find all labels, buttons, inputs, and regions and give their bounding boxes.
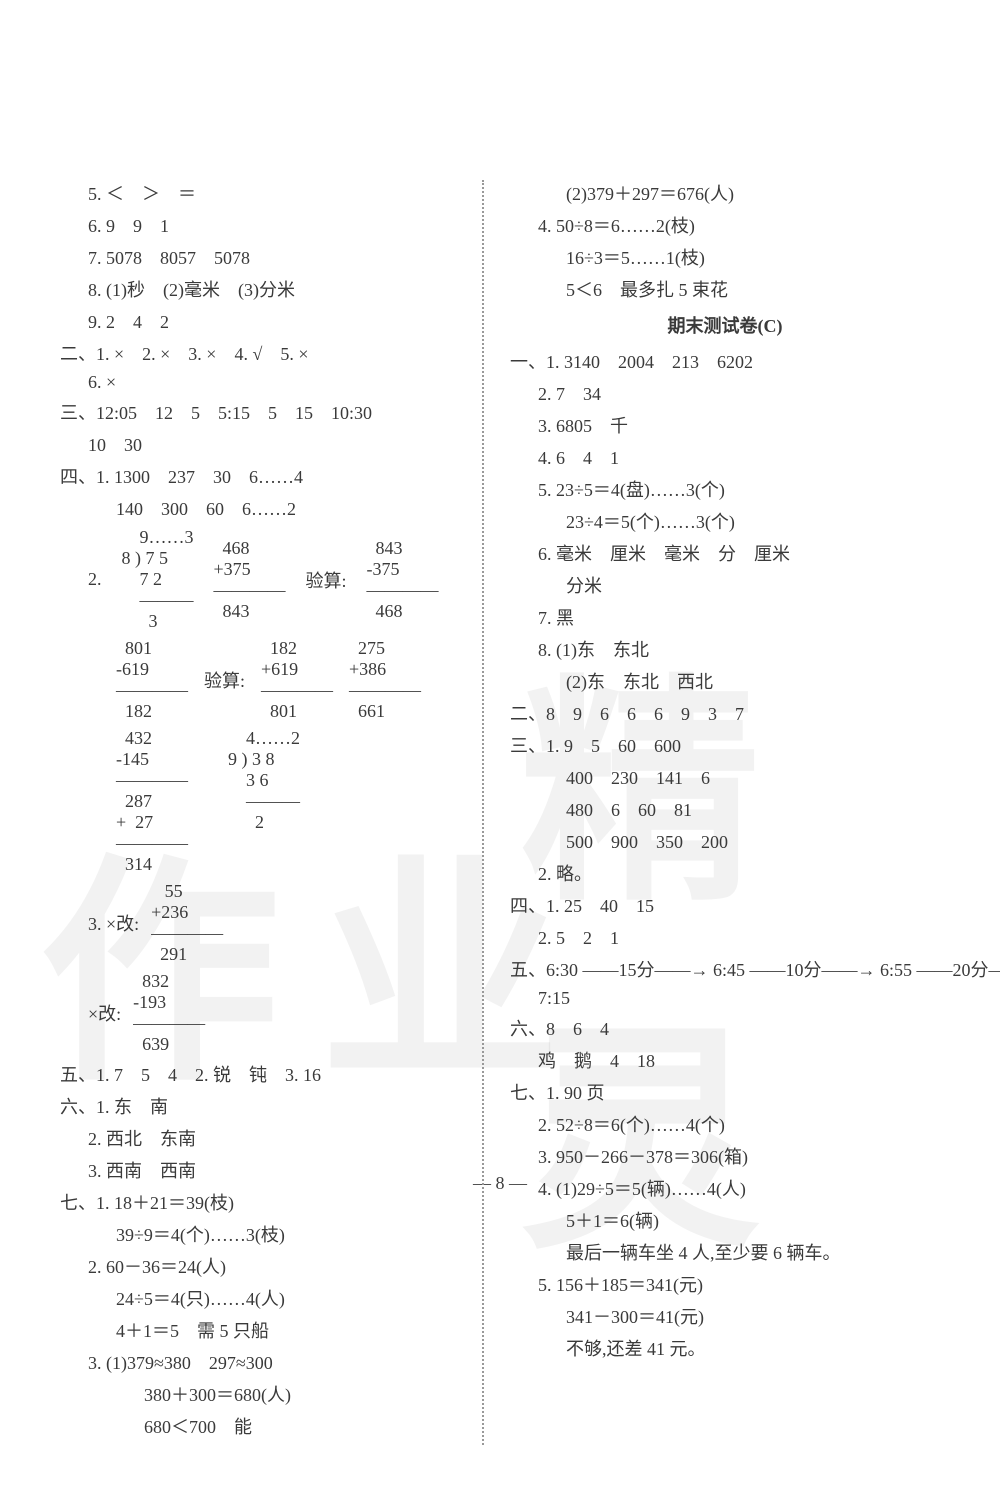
vertical-calc: 801 -619 ———— 182 (116, 638, 188, 722)
long-division: 9……3 8 ) 7 5 7 2 ——— 3 (122, 527, 194, 632)
section-c6: 六、8 6 4 (510, 1015, 940, 1041)
answer-line: 400 230 141 6 (510, 764, 940, 790)
vertical-calc: 432 -145 ———— 287 + 27 ———— 314 (116, 728, 188, 875)
answer-line: 3. 6805 千 (510, 412, 940, 438)
answer-line: 9. 2 4 2 (60, 308, 456, 334)
answer-line: 5. ＜ ＞ ＝ (60, 180, 456, 206)
check-label: 验算: (306, 567, 347, 593)
answer-line: 鸡 鹅 4 18 (510, 1047, 940, 1073)
answer-line: 不够,还差 41 元。 (510, 1335, 940, 1361)
vertical-calc: 55 +236 ———— 291 (151, 881, 223, 965)
answer-line: 3. 西南 西南 (60, 1157, 456, 1183)
answer-line: 6. 毫米 厘米 毫米 分 厘米 (510, 540, 940, 566)
right-column: (2)379＋297＝676(人) 4. 50÷8＝6……2(枝) 16÷3＝5… (510, 180, 940, 1445)
answer-line: 2. 60－36＝24(人) (60, 1253, 456, 1279)
answer-line: 3. 950－266－378＝306(箱) (510, 1143, 940, 1169)
answer-line: 4. 6 4 1 (510, 444, 940, 470)
answer-line: 24÷5＝4(只)……4(人) (60, 1285, 456, 1311)
answer-line: 380＋300＝680(人) (60, 1381, 456, 1407)
column-divider (482, 180, 484, 1445)
answer-line: 4＋1＝5 需 5 只船 (60, 1317, 456, 1343)
answer-line: 4. (1)29÷5＝5(辆)……4(人) (510, 1175, 940, 1201)
answer-line: (2)379＋297＝676(人) (510, 180, 940, 206)
calc-label: 3. ×改: (88, 910, 139, 936)
vertical-calc: 832 -193 ———— 639 (133, 971, 205, 1055)
calc-row: 801 -619 ———— 182 验算: 182 +619 ———— 801 … (60, 638, 456, 722)
calc-3-row: ×改: 832 -193 ———— 639 (60, 971, 456, 1055)
answer-line: 2. 西北 东南 (60, 1125, 456, 1151)
answer-line: 5＜6 最多扎 5 束花 (510, 276, 940, 302)
answer-line: 最后一辆车坐 4 人,至少要 6 辆车。 (510, 1239, 940, 1265)
vertical-subtraction: 843 -375 ———— 468 (367, 538, 439, 622)
check-label: 验算: (204, 667, 245, 693)
answer-line: 5. 156＋185＝341(元) (510, 1271, 940, 1297)
section-c5: 五、6:30 ——15分——→ 6:45 ——10分——→ 6:55 ——20分… (510, 956, 940, 982)
answer-line: 500 900 350 200 (510, 828, 940, 854)
answer-line: 2. 略。 (510, 860, 940, 886)
vertical-calc: 182 +619 ———— 801 (261, 638, 333, 722)
answer-line: 10 30 (60, 431, 456, 457)
section-5: 五、1. 7 5 4 2. 锐 钝 3. 16 (60, 1061, 456, 1087)
answer-line: 680＜700 能 (60, 1413, 456, 1439)
answer-line: 8. (1)秒 (2)毫米 (3)分米 (60, 276, 456, 302)
answer-line: 2. 7 34 (510, 380, 940, 406)
answer-line: 341－300＝41(元) (510, 1303, 940, 1329)
section-4: 四、1. 1300 237 30 6……4 (60, 463, 456, 489)
section-c7: 七、1. 90 页 (510, 1079, 940, 1105)
section-3: 三、12:05 12 5 5:15 5 15 10:30 (60, 399, 456, 425)
answer-line: 16÷3＝5……1(枝) (510, 244, 940, 270)
section-c3: 三、1. 9 5 60 600 (510, 732, 940, 758)
answer-line: 分米 (510, 572, 940, 598)
answer-line: 140 300 60 6……2 (60, 495, 456, 521)
answer-line: 7. 5078 8057 5078 (60, 244, 456, 270)
calc-2-row: 2. 9……3 8 ) 7 5 7 2 ——— 3 468 +375 ———— … (60, 527, 456, 632)
answer-line: 5＋1＝6(辆) (510, 1207, 940, 1233)
answer-line: 6. × (60, 372, 456, 393)
answer-line: 3. (1)379≈380 297≈300 (60, 1349, 456, 1375)
section-7-1: 七、1. 18＋21＝39(枝) (60, 1189, 456, 1215)
answer-line: 4. 50÷8＝6……2(枝) (510, 212, 940, 238)
section-6-1: 六、1. 东 南 (60, 1093, 456, 1119)
left-column: 5. ＜ ＞ ＝ 6. 9 9 1 7. 5078 8057 5078 8. (… (60, 180, 456, 1445)
test-c-title: 期末测试卷(C) (510, 312, 940, 338)
answer-line: 8. (1)东 东北 (510, 636, 940, 662)
long-division: 4……2 9 ) 3 8 3 6 ——— 2 (228, 728, 300, 833)
answer-line: 2. 5 2 1 (510, 924, 940, 950)
section-c4: 四、1. 25 40 15 (510, 892, 940, 918)
calc-row: 432 -145 ———— 287 + 27 ———— 314 4……2 9 )… (60, 728, 456, 875)
section-c1-1: 一、1. 3140 2004 213 6202 (510, 348, 940, 374)
answer-line: 480 6 60 81 (510, 796, 940, 822)
vertical-addition: 468 +375 ———— 843 (214, 538, 286, 622)
calc-label: ×改: (88, 1000, 121, 1026)
calc-3-row: 3. ×改: 55 +236 ———— 291 (60, 881, 456, 965)
answer-line: 7:15 (510, 988, 940, 1009)
calc-label: 2. (88, 569, 102, 590)
section-c2: 二、8 9 6 6 6 9 3 7 (510, 700, 940, 726)
answer-line: 39÷9＝4(个)……3(枝) (60, 1221, 456, 1247)
section-2: 二、1. × 2. × 3. × 4. √ 5. × (60, 340, 456, 366)
answer-line: (2)东 东北 西北 (510, 668, 940, 694)
answer-line: 7. 黑 (510, 604, 940, 630)
answer-line: 2. 52÷8＝6(个)……4(个) (510, 1111, 940, 1137)
answer-line: 6. 9 9 1 (60, 212, 456, 238)
answer-line: 23÷4＝5(个)……3(个) (510, 508, 940, 534)
answer-line: 5. 23÷5＝4(盘)……3(个) (510, 476, 940, 502)
vertical-calc: 275 +386 ———— 661 (349, 638, 421, 722)
page-content: 5. ＜ ＞ ＝ 6. 9 9 1 7. 5078 8057 5078 8. (… (0, 0, 1000, 1505)
